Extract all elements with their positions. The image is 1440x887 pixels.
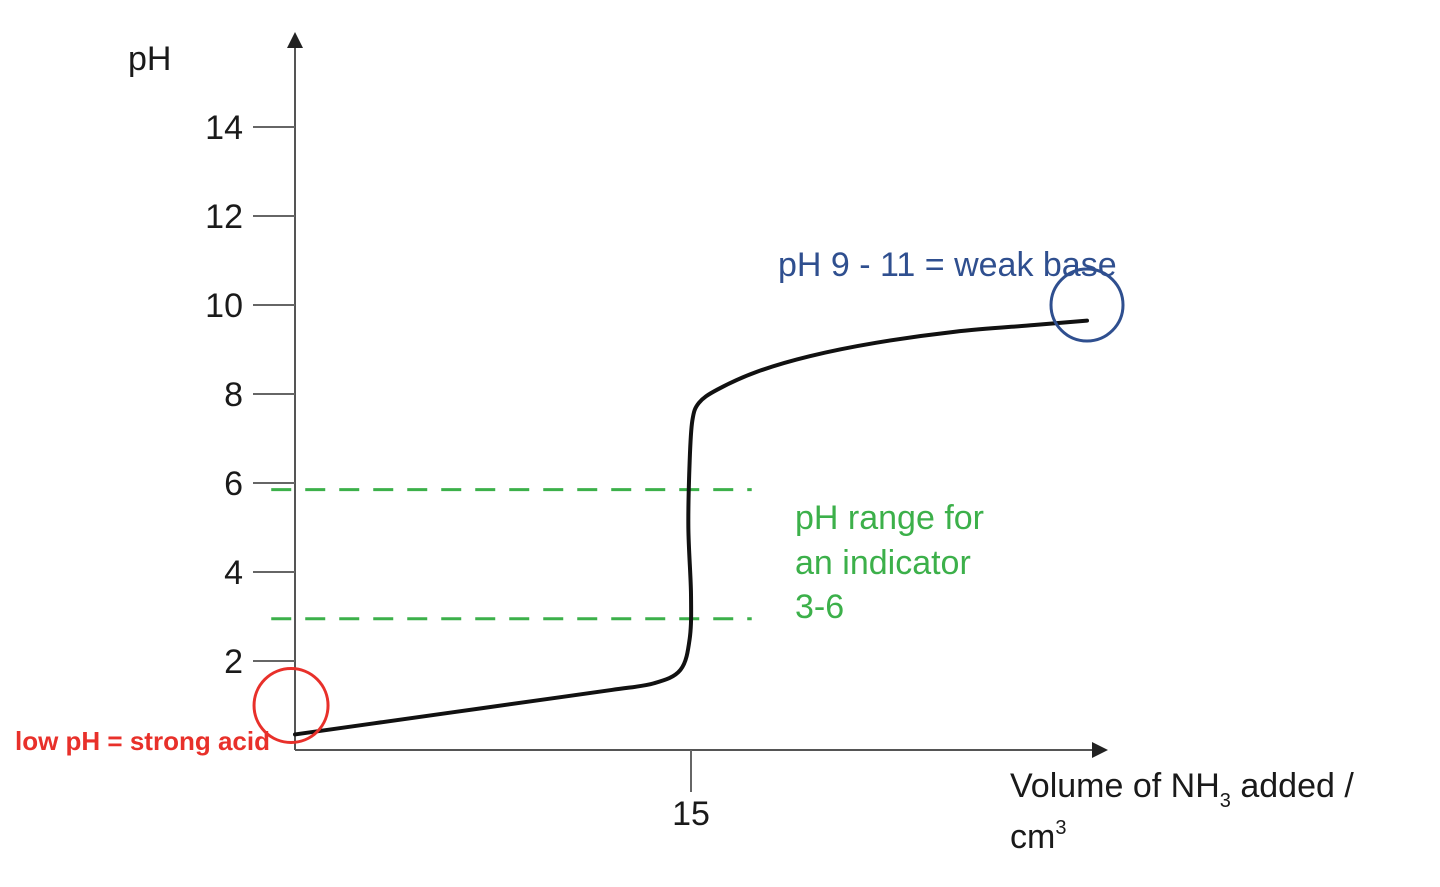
indicator-label-line-2: an indicator xyxy=(795,544,971,582)
indicator-label-line-1: pH range for xyxy=(795,499,984,537)
strong-acid-circle xyxy=(252,667,330,744)
y-tick-label-10: 10 xyxy=(205,287,243,325)
y-tick-label-6: 6 xyxy=(224,465,243,503)
x-axis-title: Volume of NH3 added / xyxy=(1010,767,1354,812)
titration-curve-line xyxy=(293,318,1089,737)
y-tick-label-2: 2 xyxy=(224,643,243,681)
y-axis-title: pH xyxy=(128,40,171,78)
y-tick-label-14: 14 xyxy=(205,109,243,147)
indicator-label-line-3: 3-6 xyxy=(795,588,844,626)
strong-acid-annotation: low pH = strong acid xyxy=(15,726,270,756)
x-tick-label-15: 15 xyxy=(672,795,710,833)
y-tick-label-12: 12 xyxy=(205,198,243,236)
weak-base-circle xyxy=(1049,267,1125,343)
y-tick-label-8: 8 xyxy=(224,376,243,414)
x-axis-unit: cm3 xyxy=(1010,817,1066,856)
y-tick-label-4: 4 xyxy=(224,554,243,592)
weak-base-annotation: pH 9 - 11 = weak base xyxy=(778,246,1117,284)
